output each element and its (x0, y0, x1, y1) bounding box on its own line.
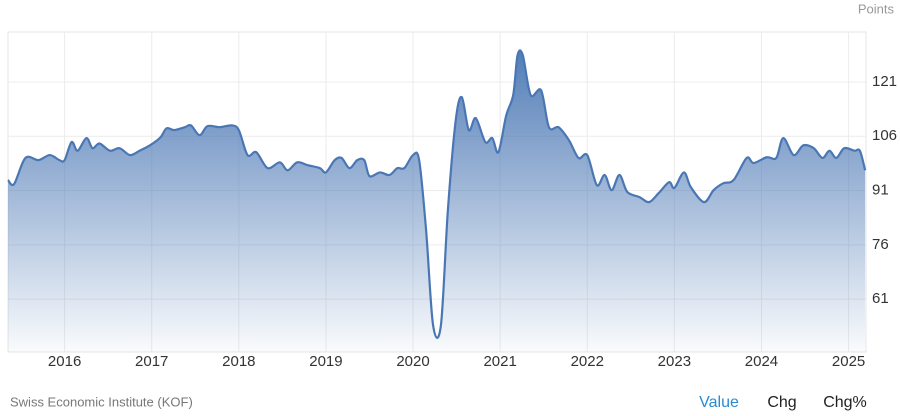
x-tick-label: 2022 (571, 353, 604, 370)
tab[interactable]: Value (699, 394, 739, 411)
y-tick-label: 91 (872, 182, 889, 199)
y-tick-label: 61 (872, 290, 889, 307)
y-axis-label: Points (858, 1, 895, 16)
x-tick-label: 2017 (135, 353, 168, 370)
source: Swiss Economic Institute (KOF) (10, 394, 193, 409)
tab[interactable]: Chg% (823, 394, 867, 411)
x-tick-label: 2020 (396, 353, 429, 370)
y-tick-label: 121 (872, 73, 897, 90)
x-tick-label: 2025 (832, 353, 865, 370)
line (7, 49, 867, 339)
x-tick-label: 2019 (309, 353, 342, 370)
x-tick-label: 2016 (48, 353, 81, 370)
x-tick-label: 2021 (483, 353, 516, 370)
y-tick-label: 76 (872, 236, 889, 253)
x-tick-label: 2023 (658, 353, 691, 370)
y-tick-label: 106 (872, 127, 897, 144)
x-tick-label: 2018 (222, 353, 255, 370)
area (8, 50, 866, 353)
tab[interactable]: Chg (767, 394, 796, 411)
x-tick-label: 2024 (745, 353, 778, 370)
